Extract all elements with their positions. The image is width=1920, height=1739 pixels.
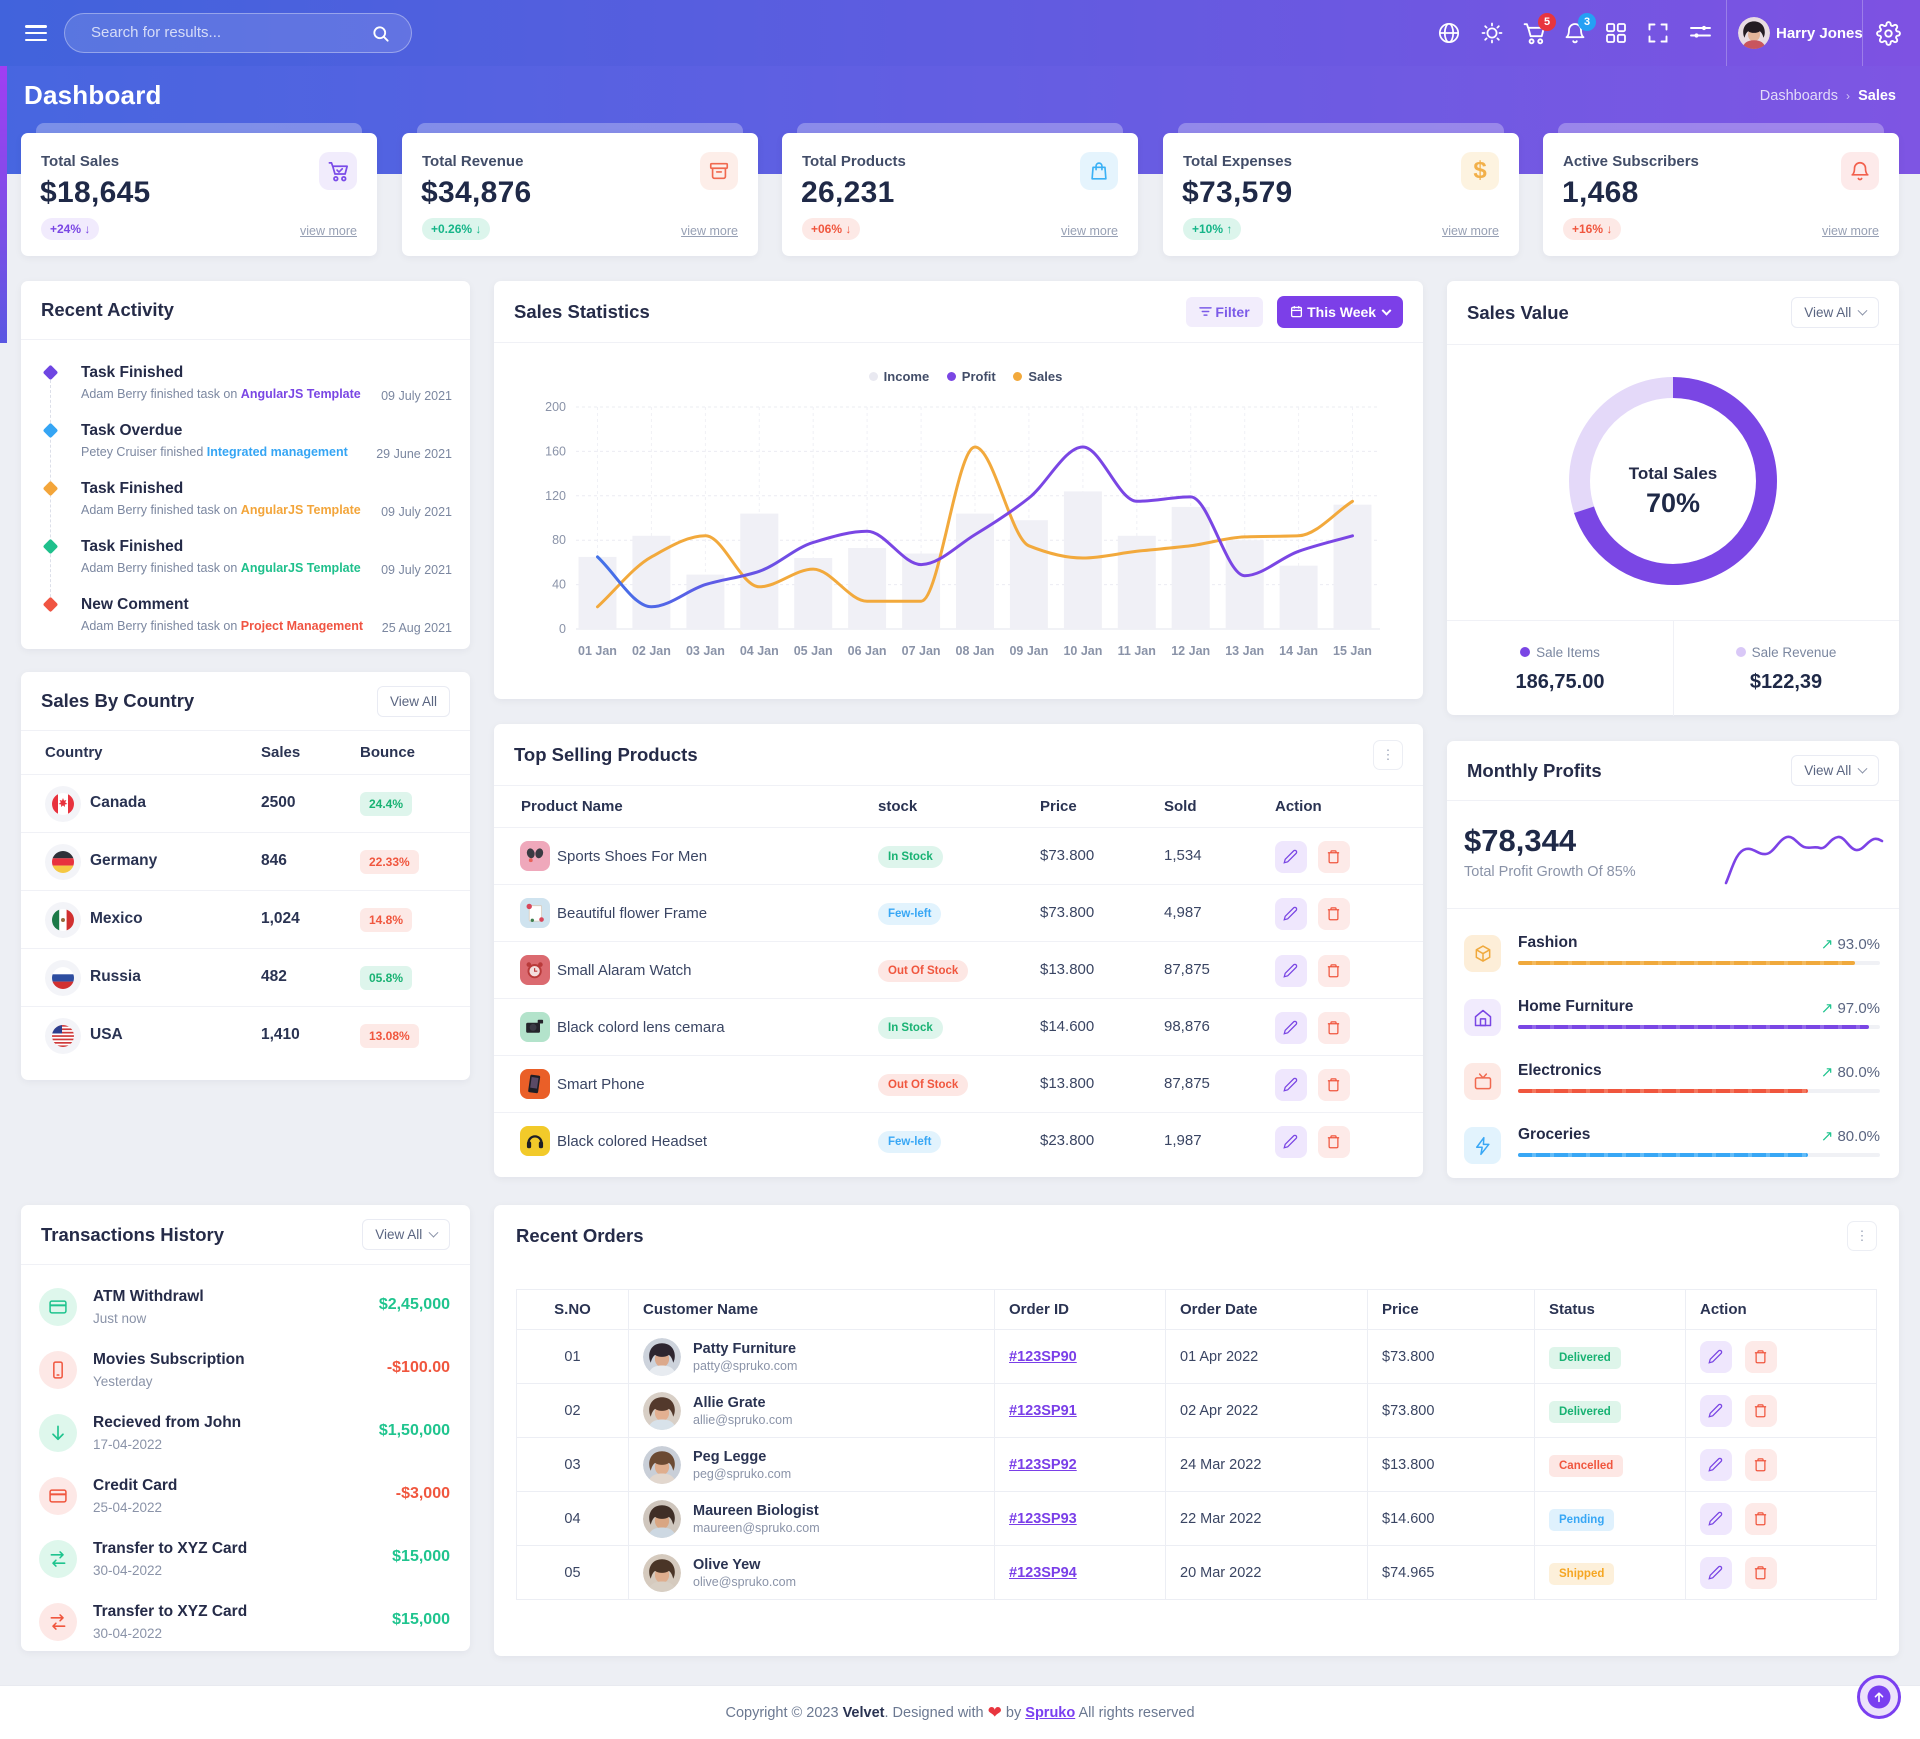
svg-text:160: 160 <box>545 444 566 458</box>
svg-text:07 Jan: 07 Jan <box>902 644 941 658</box>
svg-text:15 Jan: 15 Jan <box>1333 644 1372 658</box>
svg-text:0: 0 <box>559 622 566 636</box>
svg-text:05 Jan: 05 Jan <box>794 644 833 658</box>
svg-text:40: 40 <box>552 578 566 592</box>
svg-text:11 Jan: 11 Jan <box>1118 644 1156 658</box>
svg-text:10 Jan: 10 Jan <box>1063 644 1102 658</box>
svg-text:01 Jan: 01 Jan <box>578 644 617 658</box>
svg-text:80: 80 <box>552 533 566 547</box>
svg-text:06 Jan: 06 Jan <box>848 644 887 658</box>
svg-text:08 Jan: 08 Jan <box>956 644 995 658</box>
svg-text:12 Jan: 12 Jan <box>1171 644 1210 658</box>
svg-text:200: 200 <box>545 400 566 414</box>
svg-text:09 Jan: 09 Jan <box>1009 644 1048 658</box>
svg-text:03 Jan: 03 Jan <box>686 644 725 658</box>
svg-text:120: 120 <box>545 489 566 503</box>
svg-text:02 Jan: 02 Jan <box>632 644 671 658</box>
svg-text:04 Jan: 04 Jan <box>740 644 779 658</box>
svg-text:14 Jan: 14 Jan <box>1279 644 1318 658</box>
svg-text:13 Jan: 13 Jan <box>1225 644 1264 658</box>
